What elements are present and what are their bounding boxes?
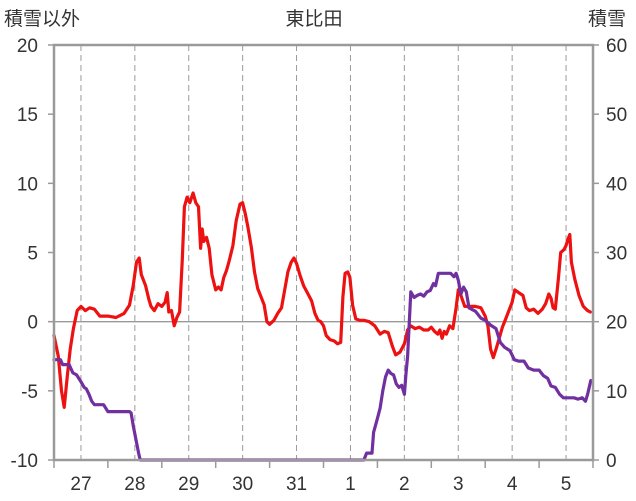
x-tick-label-5: 1: [345, 474, 356, 495]
x-tick-label-2: 29: [178, 474, 199, 495]
y-right-tick-label-6: 0: [606, 451, 617, 472]
y-left-tick-label-6: -10: [11, 451, 38, 472]
x-tick-label-7: 3: [453, 474, 464, 495]
x-tick-label-8: 4: [507, 474, 518, 495]
y-left-tick-label-3: 5: [27, 244, 38, 265]
y-right-tick-label-1: 50: [606, 105, 627, 126]
y-right-tick-label-5: 10: [606, 382, 627, 403]
tick-marks: [48, 44, 599, 468]
y-right-tick-label-3: 30: [606, 244, 627, 265]
series-line-1: [52, 271, 593, 462]
series-line-0: [52, 191, 592, 409]
x-tick-label-3: 30: [232, 474, 253, 495]
y-left-tick-label-2: 10: [17, 174, 38, 195]
x-tick-label-0: 27: [70, 474, 91, 495]
y-right-tick-label-4: 20: [606, 313, 627, 334]
x-tick-label-4: 31: [286, 474, 307, 495]
y-left-tick-label-4: 0: [27, 313, 38, 334]
series-lines: [52, 191, 593, 462]
y-left-tick-label-1: 15: [17, 105, 38, 126]
y-right-tick-label-2: 40: [606, 174, 627, 195]
right-axis-title: 積雪: [588, 8, 626, 30]
left-axis-title: 積雪以外: [4, 8, 80, 30]
y-right-tick-label-0: 60: [606, 36, 627, 57]
chart-title: 東比田: [285, 8, 342, 30]
y-left-tick-label-5: -5: [21, 382, 38, 403]
x-tick-label-1: 28: [124, 474, 145, 495]
y-left-tick-label-0: 20: [17, 36, 38, 57]
x-tick-label-6: 2: [399, 474, 410, 495]
tick-labels: 27 28 29 30 31 1 2 3 4 520151050-5-10605040302010…: [11, 36, 628, 495]
x-tick-label-9: 5: [561, 474, 572, 495]
